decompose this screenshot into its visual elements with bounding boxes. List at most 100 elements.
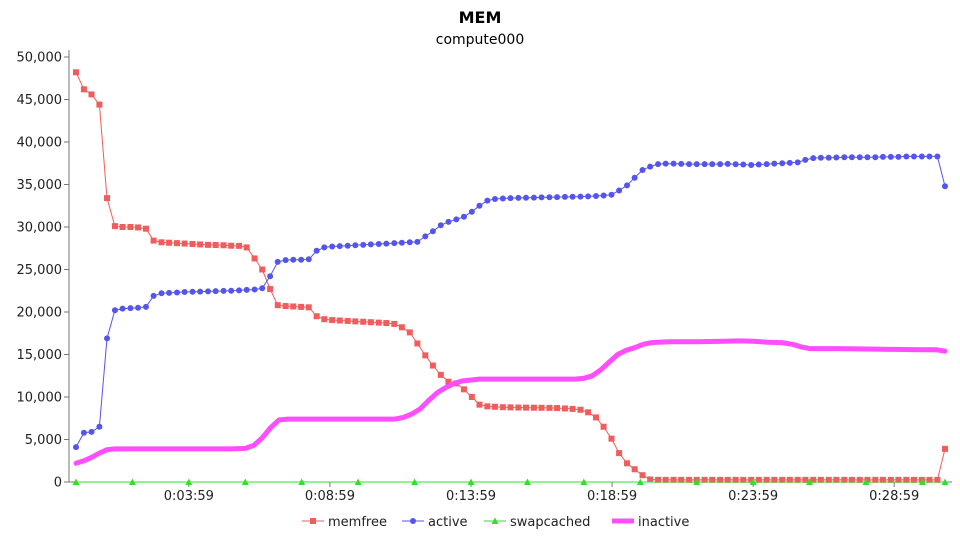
data-point-memfree — [515, 404, 522, 411]
data-point-active — [600, 192, 607, 199]
data-point-active — [476, 202, 483, 209]
data-point-memfree — [771, 476, 778, 483]
data-point-memfree — [158, 239, 165, 246]
data-point-active — [647, 163, 654, 170]
data-point-memfree — [608, 435, 615, 442]
data-point-active — [546, 194, 553, 201]
series-line-inactive — [73, 338, 948, 466]
data-point-active — [740, 161, 747, 168]
data-point-active — [848, 154, 855, 161]
data-point-memfree — [763, 476, 770, 483]
data-point-memfree — [135, 224, 142, 231]
data-point-active — [771, 160, 778, 167]
data-point-active — [872, 154, 879, 161]
data-point-memfree — [810, 476, 817, 483]
y-tick-label: 45,000 — [17, 93, 63, 108]
data-point-memfree — [344, 317, 351, 324]
data-point-active — [942, 183, 948, 190]
data-point-memfree — [561, 405, 568, 412]
data-point-active — [724, 160, 731, 167]
data-point-active — [445, 218, 452, 225]
data-point-swapcached — [185, 478, 193, 485]
data-point-active — [111, 307, 118, 314]
data-point-active — [298, 256, 305, 263]
data-point-active — [212, 288, 219, 295]
y-tick-label: 40,000 — [17, 136, 63, 151]
data-point-active — [290, 256, 297, 263]
data-point-memfree — [717, 476, 724, 483]
data-point-active — [391, 240, 398, 247]
data-point-memfree — [848, 476, 855, 483]
data-point-swapcached — [467, 478, 475, 485]
data-point-memfree — [321, 316, 328, 323]
data-point-memfree — [329, 317, 336, 324]
data-point-memfree — [406, 329, 413, 336]
data-point-active — [104, 335, 111, 342]
data-point-active — [336, 243, 343, 250]
data-point-memfree — [166, 239, 173, 246]
data-point-memfree — [926, 476, 933, 483]
data-point-swapcached — [693, 478, 701, 485]
data-point-active — [678, 160, 685, 167]
data-point-active — [910, 153, 917, 160]
data-point-active — [856, 154, 863, 161]
series-inactive — [73, 338, 948, 466]
data-point-active — [453, 216, 460, 223]
data-point-active — [670, 160, 677, 167]
x-tick-label: 0:28:59 — [869, 489, 919, 504]
data-point-active — [437, 222, 444, 229]
plot-area — [72, 69, 949, 485]
data-point-memfree — [934, 476, 941, 483]
data-point-active — [205, 288, 212, 295]
data-point-active — [150, 292, 157, 299]
chart-title: MEM — [459, 8, 502, 27]
axes: 0 5,000 10,000 15,000 20,000 25,000 30,000 35,0… — [17, 50, 952, 504]
data-point-swapcached — [862, 478, 870, 485]
y-tick-label: 0 — [54, 476, 62, 491]
data-point-active — [228, 287, 235, 294]
data-point-active — [274, 258, 281, 265]
data-point-swapcached — [128, 478, 136, 485]
data-point-active — [414, 238, 421, 245]
data-point-memfree — [336, 317, 343, 324]
legend-label-memfree: memfree — [328, 515, 387, 530]
data-point-memfree — [779, 476, 786, 483]
data-point-memfree — [104, 195, 111, 202]
data-point-memfree — [468, 394, 475, 400]
data-point-swapcached — [411, 478, 419, 485]
data-point-memfree — [616, 450, 623, 457]
data-point-memfree — [577, 406, 584, 413]
data-point-memfree — [429, 362, 436, 369]
data-point-memfree — [174, 240, 181, 247]
data-point-swapcached — [298, 478, 306, 485]
y-tick-label: 50,000 — [17, 51, 63, 66]
y-tick-label: 20,000 — [17, 306, 63, 321]
data-point-active — [895, 153, 902, 160]
data-point-active — [624, 182, 631, 189]
data-point-active — [592, 192, 599, 199]
y-tick-label: 15,000 — [17, 348, 63, 363]
data-point-active — [918, 153, 925, 160]
data-point-memfree — [895, 476, 902, 483]
data-point-memfree — [259, 266, 266, 273]
data-point-active — [732, 161, 739, 168]
legend-marker-swapcached — [491, 517, 499, 524]
data-point-active — [267, 273, 274, 280]
data-point-active — [662, 160, 669, 167]
data-point-memfree — [181, 240, 188, 247]
data-point-active — [515, 194, 522, 201]
data-point-memfree — [236, 242, 243, 249]
data-point-memfree — [538, 404, 545, 411]
data-point-active — [887, 153, 894, 160]
data-point-swapcached — [749, 478, 757, 485]
data-point-active — [709, 161, 716, 168]
data-point-active — [841, 154, 848, 161]
series-line-memfree — [75, 71, 946, 481]
data-point-memfree — [228, 242, 235, 249]
data-point-active — [220, 287, 227, 294]
data-point-memfree — [313, 313, 320, 320]
data-point-memfree — [414, 340, 421, 347]
data-point-memfree — [856, 476, 863, 483]
y-tick-label: 35,000 — [17, 178, 63, 193]
